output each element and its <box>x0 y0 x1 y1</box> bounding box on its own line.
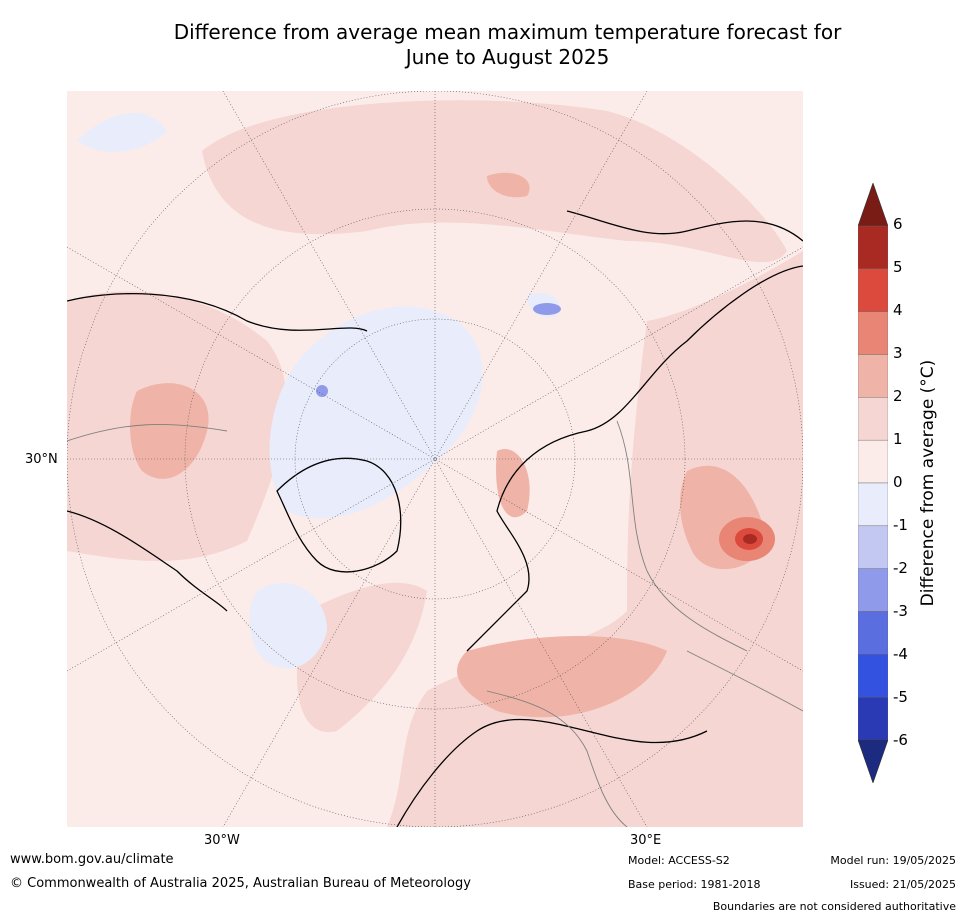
lat-label-30n: 30°N <box>25 452 58 467</box>
colorbar-segment <box>858 611 888 655</box>
coastlines <box>67 210 803 827</box>
colorbar-tick: 5 <box>893 258 903 276</box>
greenland-coast <box>276 457 402 573</box>
colorbar-tick: 2 <box>893 387 903 405</box>
colorbar-tick: -6 <box>893 731 908 749</box>
title-line-2: June to August 2025 <box>405 45 610 69</box>
colorbar-extend-bottom <box>858 739 888 783</box>
colorbar-tick: -1 <box>893 516 908 534</box>
colorbar-segment <box>858 439 888 484</box>
footer-copyright: © Commonwealth of Australia 2025, Austra… <box>10 876 471 891</box>
temperature-anomaly-map <box>67 91 803 827</box>
footer-model: Model: ACCESS-S2 <box>628 854 730 867</box>
footer-disclaimer: Boundaries are not considered authoritat… <box>712 900 956 913</box>
graticule <box>67 91 803 827</box>
footer-url[interactable]: www.bom.gov.au/climate <box>10 852 174 867</box>
colorbar-segment <box>858 311 888 355</box>
anomaly-negative-strong-regions <box>316 303 561 397</box>
colorbar-tick: 4 <box>893 301 903 319</box>
footer-base-period: Base period: 1981-2018 <box>628 878 761 891</box>
lon-label-30w: 30°W <box>204 833 240 848</box>
colorbar-tick: -4 <box>893 645 908 663</box>
footer-issued: Issued: 21/05/2025 <box>849 878 956 891</box>
colorbar-tick: 6 <box>893 215 903 233</box>
colorbar-tick: -5 <box>893 688 908 706</box>
country-borders <box>67 420 803 827</box>
colorbar-extend-top <box>858 183 888 227</box>
footer-model-run: Model run: 19/05/2025 <box>830 854 956 867</box>
colorbar <box>858 183 888 783</box>
colorbar-segment <box>858 525 888 569</box>
anomaly-hotspot <box>719 517 775 561</box>
colorbar-segment <box>858 568 888 612</box>
chart-title: Difference from average mean maximum tem… <box>0 20 965 70</box>
colorbar-segment <box>858 654 888 698</box>
lon-label-30e: 30°E <box>630 833 662 848</box>
colorbar-tick: 0 <box>893 473 903 491</box>
colorbar-title: Difference from average (°C) <box>918 359 938 607</box>
colorbar-segment <box>858 696 888 741</box>
title-line-1: Difference from average mean maximum tem… <box>173 20 842 44</box>
colorbar-tick: -2 <box>893 559 908 577</box>
colorbar-segment <box>858 482 888 527</box>
colorbar-tick: 1 <box>893 430 903 448</box>
colorbar-segment <box>858 397 888 441</box>
colorbar-segment <box>858 354 888 398</box>
colorbar-segment <box>858 225 888 270</box>
colorbar-tick: -3 <box>893 602 908 620</box>
colorbar-tick: 3 <box>893 344 903 362</box>
anomaly-negative-regions <box>77 112 560 669</box>
colorbar-segment <box>858 268 888 312</box>
